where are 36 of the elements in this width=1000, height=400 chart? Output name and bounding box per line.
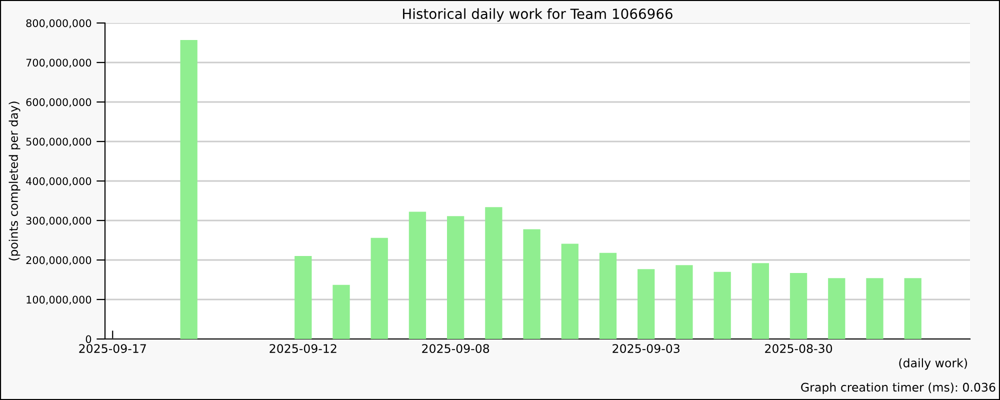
y-tick-label: 700,000,000: [26, 58, 92, 68]
bar: [638, 269, 655, 339]
bar: [294, 256, 312, 339]
bar: [904, 278, 922, 339]
bar: [866, 278, 884, 339]
text: Graph creation timer (ms): 0.036: [801, 382, 996, 394]
x-axis-title: (daily work): [899, 358, 967, 370]
bar: [332, 284, 350, 339]
bar: [370, 238, 388, 339]
bar: [714, 272, 731, 339]
bar: [752, 263, 769, 339]
x-tick-label: 2025-09-08: [422, 344, 490, 353]
x-tick-label: 2025-08-30: [765, 344, 832, 353]
chart-title: Historical daily work for Team 1066966: [403, 8, 672, 22]
y-tick-label: 600,000,000: [26, 98, 92, 108]
bar: [561, 244, 578, 339]
bar: [790, 273, 808, 339]
y-tick-label: 200,000,000: [26, 256, 92, 266]
bar: [447, 216, 464, 339]
bar: [408, 212, 426, 339]
x-tick-label: 2025-09-17: [79, 344, 146, 353]
y-tick-label: 100,000,000: [26, 296, 92, 305]
bar: [828, 278, 846, 339]
bar: [676, 265, 693, 339]
x-tick-label: 2025-09-03: [612, 344, 680, 353]
y-tick-label: 800,000,000: [26, 19, 92, 28]
y-tick-label: 500,000,000: [26, 138, 92, 147]
y-tick-label: 400,000,000: [26, 177, 92, 186]
bar: [180, 40, 198, 339]
bar: [523, 229, 540, 339]
x-tick-label: 2025-09-12: [270, 344, 336, 353]
bar: [485, 207, 502, 339]
y-tick-label: 300,000,000: [26, 216, 92, 226]
bar: [599, 252, 617, 339]
y-axis-title: (points completed per day): [8, 102, 20, 260]
y-tick-label: 0: [86, 335, 92, 344]
